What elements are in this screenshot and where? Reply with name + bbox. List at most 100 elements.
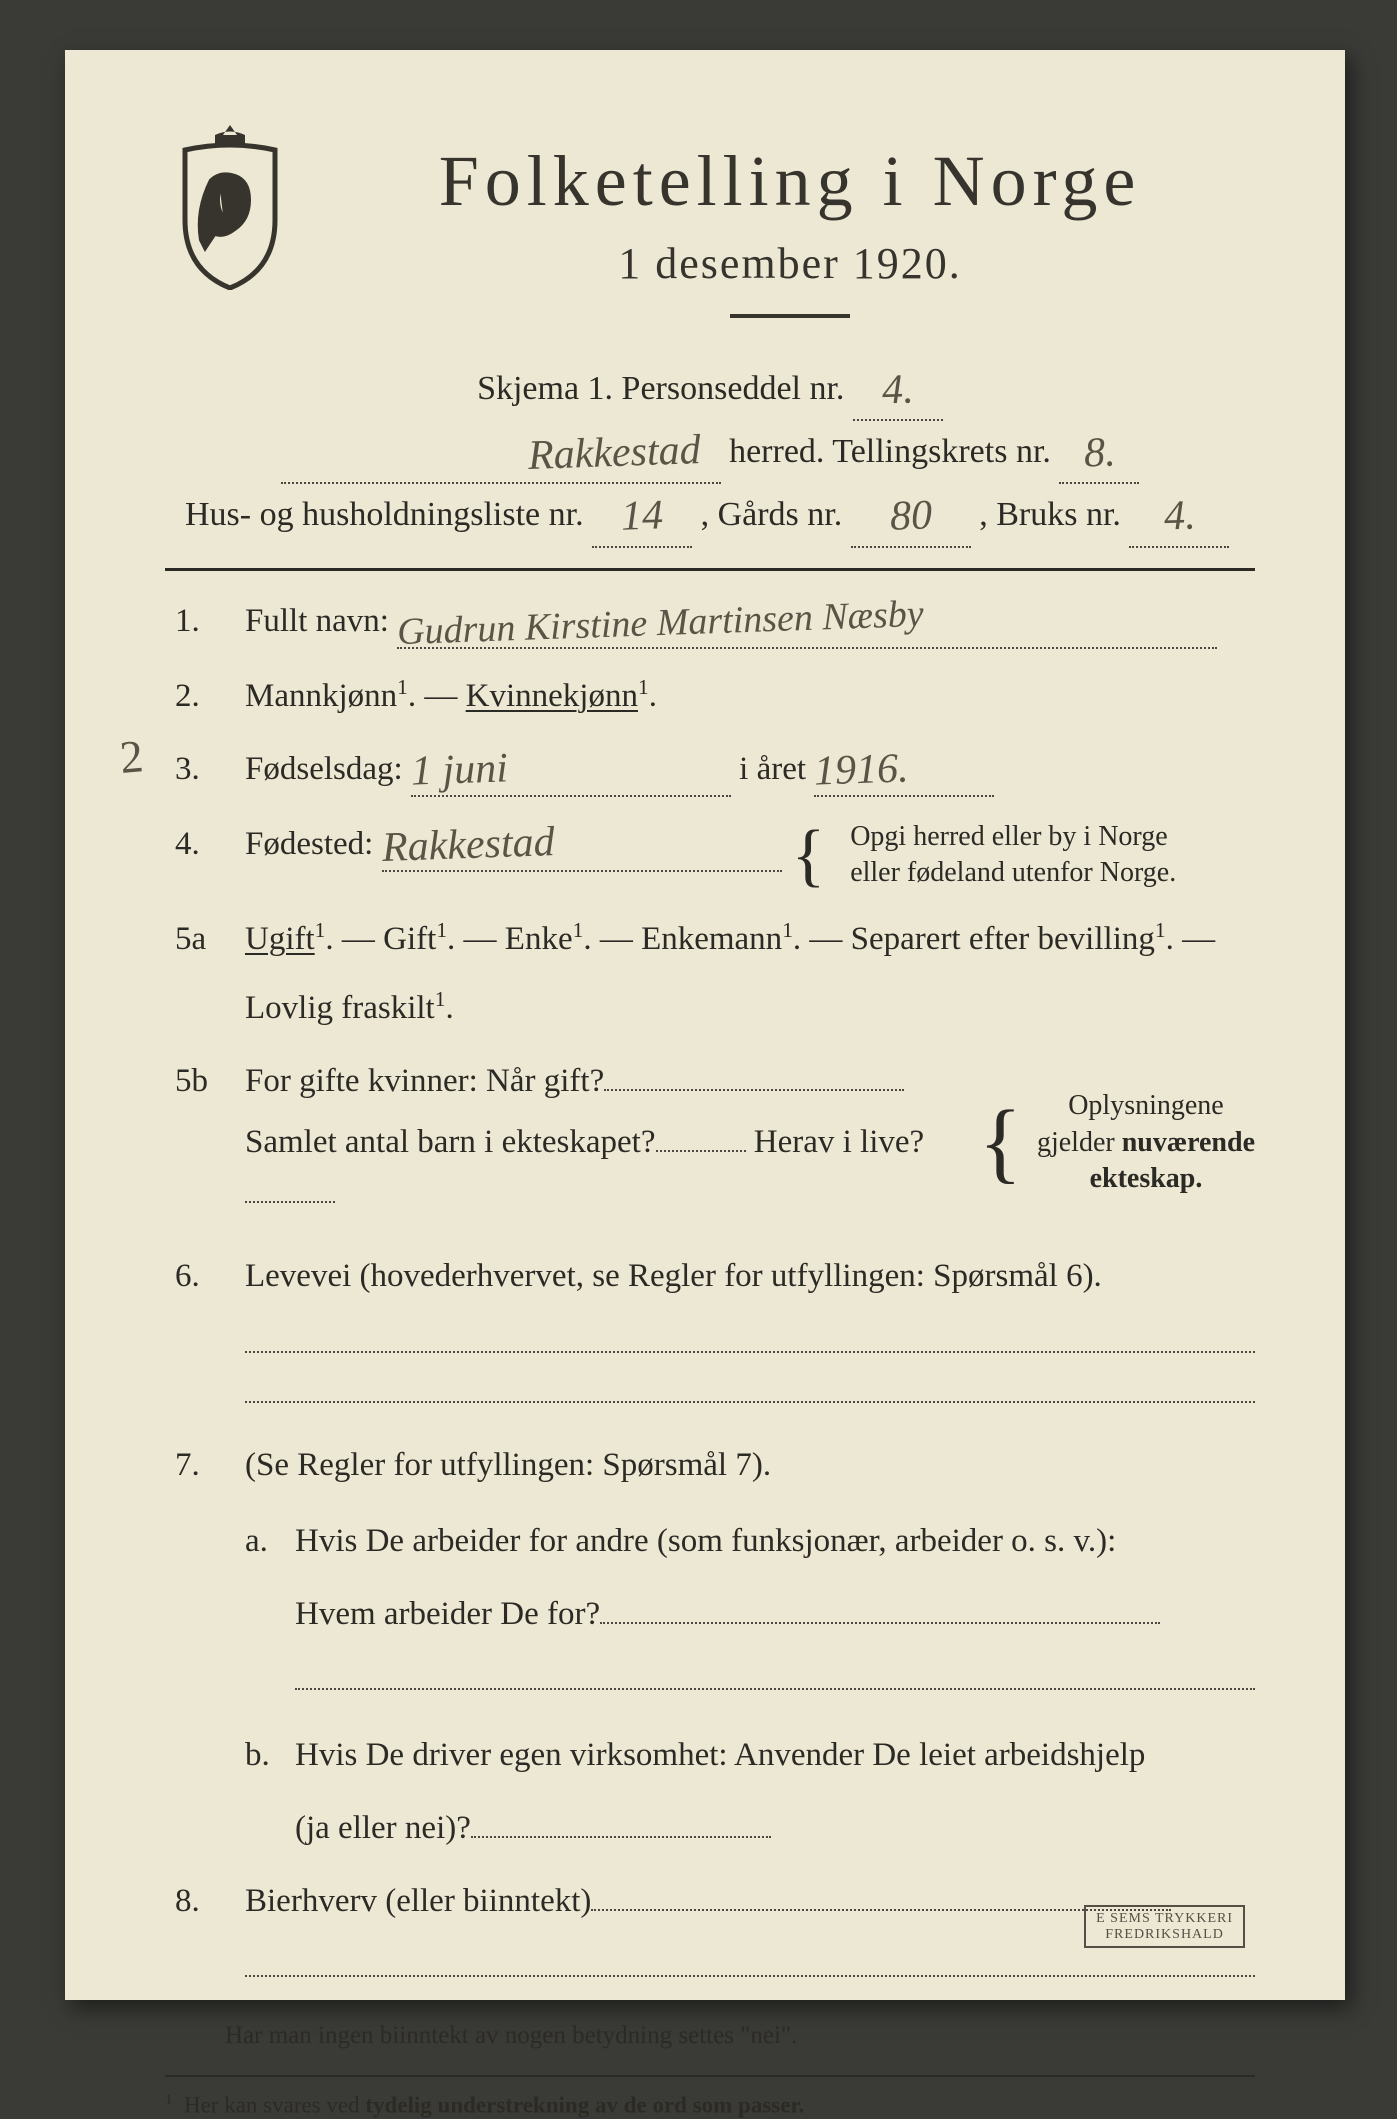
- q3-num: 3.: [175, 744, 245, 797]
- q7a-blank: [295, 1660, 1255, 1690]
- gards-field: 80: [851, 484, 971, 547]
- q3-day: 1 juni: [410, 747, 508, 792]
- footnote-a: Her kan svares ved: [184, 2093, 365, 2118]
- q7b-l1: Hvis De driver egen virksomhet: Anvender…: [295, 1730, 1255, 1781]
- q8-label: Bierhverv (eller biinntekt): [245, 1883, 591, 1919]
- q2-row: 2. Mannkjønn1. — Kvinnekjønn1.: [175, 671, 1255, 722]
- divider-2: [165, 2075, 1255, 2077]
- bruks-label: , Bruks nr.: [979, 496, 1121, 533]
- q5a-row: 5a Ugift1. — Gift1. — Enke1. — Enkemann1…: [175, 914, 1255, 1034]
- herred-field: Rakkestad: [281, 421, 721, 484]
- q7-row: 7. (Se Regler for utfyllingen: Spørsmål …: [175, 1440, 1255, 1855]
- meta-line-2: Rakkestad herred. Tellingskrets nr. 8.: [185, 421, 1235, 484]
- q7a-num: a.: [245, 1516, 295, 1705]
- tellingskrets-nr: 8.: [1083, 432, 1116, 475]
- questions: 1. Fullt navn: Gudrun Kirstine Martinsen…: [175, 596, 1255, 2051]
- q5b-num: 5b: [175, 1056, 245, 1229]
- q4-num: 4.: [175, 819, 245, 892]
- gards-label: , Gårds nr.: [701, 496, 843, 533]
- q5a-opt-4: Separert efter bevilling: [851, 921, 1155, 957]
- q7-body: (Se Regler for utfyllingen: Spørsmål 7).…: [245, 1440, 1255, 1855]
- q7-intro: (Se Regler for utfyllingen: Spørsmål 7).: [245, 1440, 1255, 1491]
- brace-icon: {: [979, 1120, 1022, 1165]
- q4-body: Fødested: Rakkestad { Opgi herred eller …: [245, 819, 1255, 892]
- subtitle: 1 desember 1920.: [325, 238, 1255, 289]
- q4-note: { Opgi herred eller by i Norge eller fød…: [792, 819, 1177, 892]
- q2-sep: . —: [408, 678, 458, 714]
- q5a-opt-0: Ugift: [245, 921, 315, 957]
- q1-row: 1. Fullt navn: Gudrun Kirstine Martinsen…: [175, 596, 1255, 649]
- q1-field: Gudrun Kirstine Martinsen Næsby: [397, 596, 1217, 649]
- footnote-b: tydelig understrekning av de ord som pas…: [365, 2093, 804, 2118]
- q7b-num: b.: [245, 1730, 295, 1854]
- q3-row: 3. Fødselsdag: 1 juni i året 1916.: [175, 744, 1255, 797]
- q4-note-text: Opgi herred eller by i Norge eller fødel…: [850, 819, 1176, 892]
- q4-label: Fødested:: [245, 826, 373, 862]
- q5a-body: Ugift1. — Gift1. — Enke1. — Enkemann1. —…: [245, 914, 1255, 1034]
- husliste-label: Hus- og husholdningsliste nr.: [185, 496, 584, 533]
- q7a-l1: Hvis De arbeider for andre (som funksjon…: [295, 1516, 1255, 1567]
- title-rule: [730, 314, 850, 318]
- footnote-rule: Har man ingen biinntekt av nogen betydni…: [225, 2022, 1255, 2050]
- q6-body: Levevei (hovederhvervet, se Regler for u…: [245, 1251, 1255, 1417]
- meta-line-1: Skjema 1. Personseddel nr. 4.: [185, 358, 1235, 421]
- tellingskrets-field: 8.: [1059, 421, 1139, 484]
- q1-num: 1.: [175, 596, 245, 649]
- q5b-live-field: [245, 1201, 335, 1203]
- q3-year: 1916.: [814, 747, 910, 792]
- footnote-marker: 1: [165, 2092, 172, 2108]
- q7b-l2: (ja eller nei)?: [295, 1810, 471, 1846]
- personseddel-nr-field: 4.: [853, 358, 943, 421]
- main-title: Folketelling i Norge: [325, 140, 1255, 223]
- q7a-field: [600, 1622, 1160, 1624]
- q1-value: Gudrun Kirstine Martinsen Næsby: [397, 594, 925, 650]
- q5b-note: { Oplysningene gjelder nuværende ekteska…: [979, 1088, 1255, 1197]
- q6-blank-1: [245, 1323, 1255, 1353]
- q5a-opt-1: Gift: [383, 921, 436, 957]
- q5b-note-l1: Oplysningene: [1037, 1088, 1255, 1124]
- q5b-l2a: Samlet antal barn i ekteskapet?: [245, 1124, 656, 1160]
- meta-block: Skjema 1. Personseddel nr. 4. Rakkestad …: [185, 358, 1235, 548]
- q7-num: 7.: [175, 1440, 245, 1855]
- q1-body: Fullt navn: Gudrun Kirstine Martinsen Næ…: [245, 596, 1255, 649]
- brace-icon: {: [792, 838, 826, 873]
- bruks-field: 4.: [1129, 484, 1229, 547]
- q5a-opt-3: Enkemann: [641, 921, 782, 957]
- margin-scribble: 2: [118, 729, 146, 784]
- q3-label: Fødselsdag:: [245, 751, 403, 787]
- q3-body: Fødselsdag: 1 juni i året 1916.: [245, 744, 1255, 797]
- q5b-l1a: For gifte kvinner: Når gift?: [245, 1063, 604, 1099]
- q5b-gift-field: [604, 1089, 904, 1091]
- q5a-num: 5a: [175, 914, 245, 1034]
- q5a-line2: Lovlig fraskilt: [245, 990, 435, 1026]
- q2-sup-a: 1: [397, 675, 408, 699]
- coat-of-arms-icon: [165, 120, 295, 290]
- census-form-page: Folketelling i Norge 1 desember 1920. Sk…: [65, 50, 1345, 2000]
- q2-opt-b: Kvinnekjønn: [466, 678, 638, 714]
- q8-num: 8.: [175, 1876, 245, 1992]
- q2-opt-a: Mannkjønn: [245, 678, 397, 714]
- q1-label: Fullt navn:: [245, 603, 389, 639]
- q5b-l2b: Herav i live?: [754, 1124, 924, 1160]
- q7b-field: [471, 1836, 771, 1838]
- q2-sup-b: 1: [638, 675, 649, 699]
- header: Folketelling i Norge 1 desember 1920.: [165, 120, 1255, 348]
- footnote: 1 Her kan svares ved tydelig understrekn…: [165, 2092, 1255, 2119]
- q2-num: 2.: [175, 671, 245, 722]
- q6-row: 6. Levevei (hovederhvervet, se Regler fo…: [175, 1251, 1255, 1417]
- q4-row: 4. Fødested: Rakkestad { Opgi herred ell…: [175, 819, 1255, 892]
- skjema-label: Skjema 1. Personseddel nr.: [477, 370, 844, 407]
- q4-note-l2: eller fødeland utenfor Norge.: [850, 855, 1176, 891]
- title-block: Folketelling i Norge 1 desember 1920.: [325, 120, 1255, 348]
- stamp-l1: E SEMS TRYKKERI: [1096, 1911, 1233, 1926]
- gards-nr: 80: [889, 495, 932, 538]
- herred-label: herred. Tellingskrets nr.: [729, 433, 1051, 470]
- q2-end: .: [649, 678, 657, 714]
- q3-day-field: 1 juni: [411, 744, 731, 797]
- herred-value: Rakkestad: [527, 429, 701, 477]
- husliste-nr: 14: [620, 495, 663, 538]
- meta-line-3: Hus- og husholdningsliste nr. 14 , Gårds…: [185, 484, 1235, 547]
- bruks-nr: 4.: [1163, 495, 1196, 538]
- q4-value: Rakkestad: [381, 821, 555, 869]
- q5b-row: 5b For gifte kvinner: Når gift? Samlet a…: [175, 1056, 1255, 1229]
